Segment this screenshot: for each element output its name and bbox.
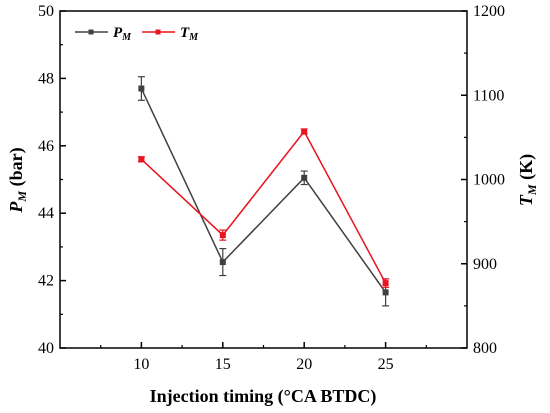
legend-marker-pm bbox=[88, 29, 94, 35]
y-left-tick-label: 46 bbox=[38, 138, 54, 155]
ticks-layer: 10 15 20 25 40 42 44 46 48 50 800 900 1000 1100 1200 bbox=[38, 3, 505, 373]
y-right-tick-label: 900 bbox=[473, 256, 497, 273]
y-left-tick-label: 40 bbox=[38, 340, 54, 357]
series-line-pm bbox=[140, 88, 387, 293]
y-axis-left-label-sub: M bbox=[15, 191, 29, 203]
y-axis-right-label-unit: (K) bbox=[516, 154, 537, 180]
x-tick-label: 25 bbox=[378, 356, 394, 373]
x-tick-label: 15 bbox=[215, 356, 231, 373]
legend-label-tm-main: T bbox=[180, 25, 190, 41]
y-axis-right-label-main: T bbox=[516, 194, 536, 206]
plot-frame bbox=[59, 10, 468, 349]
y-axis-left-label-main: P bbox=[6, 201, 26, 214]
y-axis-left-label: PM (bar) bbox=[6, 147, 29, 213]
data-point-tm bbox=[219, 232, 226, 239]
y-left-tick-label: 42 bbox=[38, 273, 54, 290]
legend-label-pm-main: P bbox=[113, 25, 123, 41]
y-axis-right-label-sub: M bbox=[525, 184, 539, 196]
legend-item-pm: PM bbox=[75, 25, 132, 43]
legend-label-pm-sub: M bbox=[121, 32, 132, 43]
y-right-tick-label: 800 bbox=[473, 340, 497, 357]
legend-item-tm: TM bbox=[142, 25, 199, 43]
y-right-tick-label: 1100 bbox=[473, 87, 504, 104]
data-point-tm bbox=[382, 280, 389, 287]
x-tick-label: 20 bbox=[296, 356, 312, 373]
data-point-pm bbox=[301, 174, 308, 181]
legend: PM TM bbox=[75, 25, 199, 43]
series-tm bbox=[137, 128, 390, 288]
y-left-tick-label: 50 bbox=[38, 3, 54, 20]
data-point-pm bbox=[382, 289, 389, 296]
data-point-tm bbox=[301, 128, 308, 135]
y-right-tick-label: 1200 bbox=[473, 3, 505, 20]
y-left-tick-label: 44 bbox=[38, 205, 54, 222]
legend-label-tm: TM bbox=[180, 25, 199, 43]
y-axis-left-label-unit: (bar) bbox=[6, 147, 27, 186]
x-tick-label: 10 bbox=[133, 356, 149, 373]
legend-label-pm: PM bbox=[113, 25, 132, 43]
y-left-tick-label: 48 bbox=[38, 70, 54, 87]
series-layer bbox=[137, 76, 390, 307]
x-axis-label: Injection timing (°CA BTDC) bbox=[150, 386, 377, 407]
data-point-tm bbox=[138, 156, 145, 163]
data-point-pm bbox=[219, 259, 226, 266]
legend-label-tm-sub: M bbox=[188, 32, 199, 43]
y-axis-right-label: TM (K) bbox=[516, 154, 539, 206]
data-point-pm bbox=[138, 85, 145, 92]
series-pm bbox=[137, 76, 390, 307]
series-line-tm bbox=[140, 130, 387, 284]
legend-marker-tm bbox=[155, 29, 161, 35]
y-right-tick-label: 1000 bbox=[473, 172, 505, 189]
